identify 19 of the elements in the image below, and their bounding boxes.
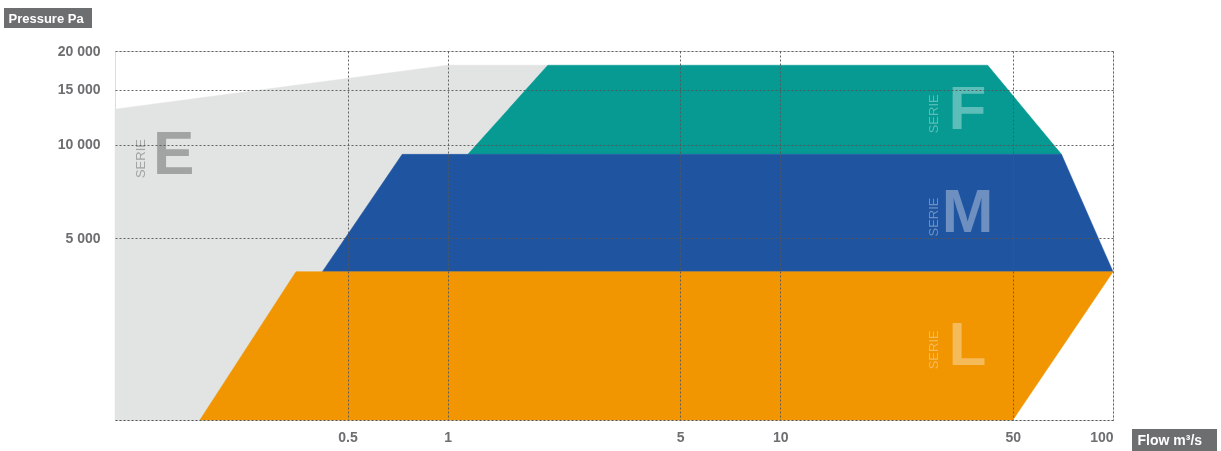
x-tick-label: 10 xyxy=(773,428,789,445)
annotation: M xyxy=(941,176,994,246)
annotation: SERIE xyxy=(926,197,942,237)
y-tick-label: 10 000 xyxy=(57,136,101,153)
annotation: SERIE xyxy=(926,330,942,370)
y-axis-title: Pressure Pa xyxy=(8,10,85,26)
annotation: SERIE xyxy=(132,138,148,179)
x-tick-label: 5 xyxy=(676,428,685,445)
x-tick-label: 1 xyxy=(444,428,453,445)
annotation: L xyxy=(948,308,987,378)
annotation: F xyxy=(948,72,987,142)
x-tick-label: 100 xyxy=(1090,428,1114,445)
y-tick-label: 20 000 xyxy=(57,42,101,59)
y-tick-label: 15 000 xyxy=(57,81,101,98)
y-tick-label: 5 000 xyxy=(65,229,101,246)
x-axis-title: Flow m³/s xyxy=(1137,431,1203,448)
x-tick-label: 50 xyxy=(1005,428,1022,445)
annotation: SERIE xyxy=(926,93,942,134)
x-tick-label: 0.5 xyxy=(338,428,358,445)
